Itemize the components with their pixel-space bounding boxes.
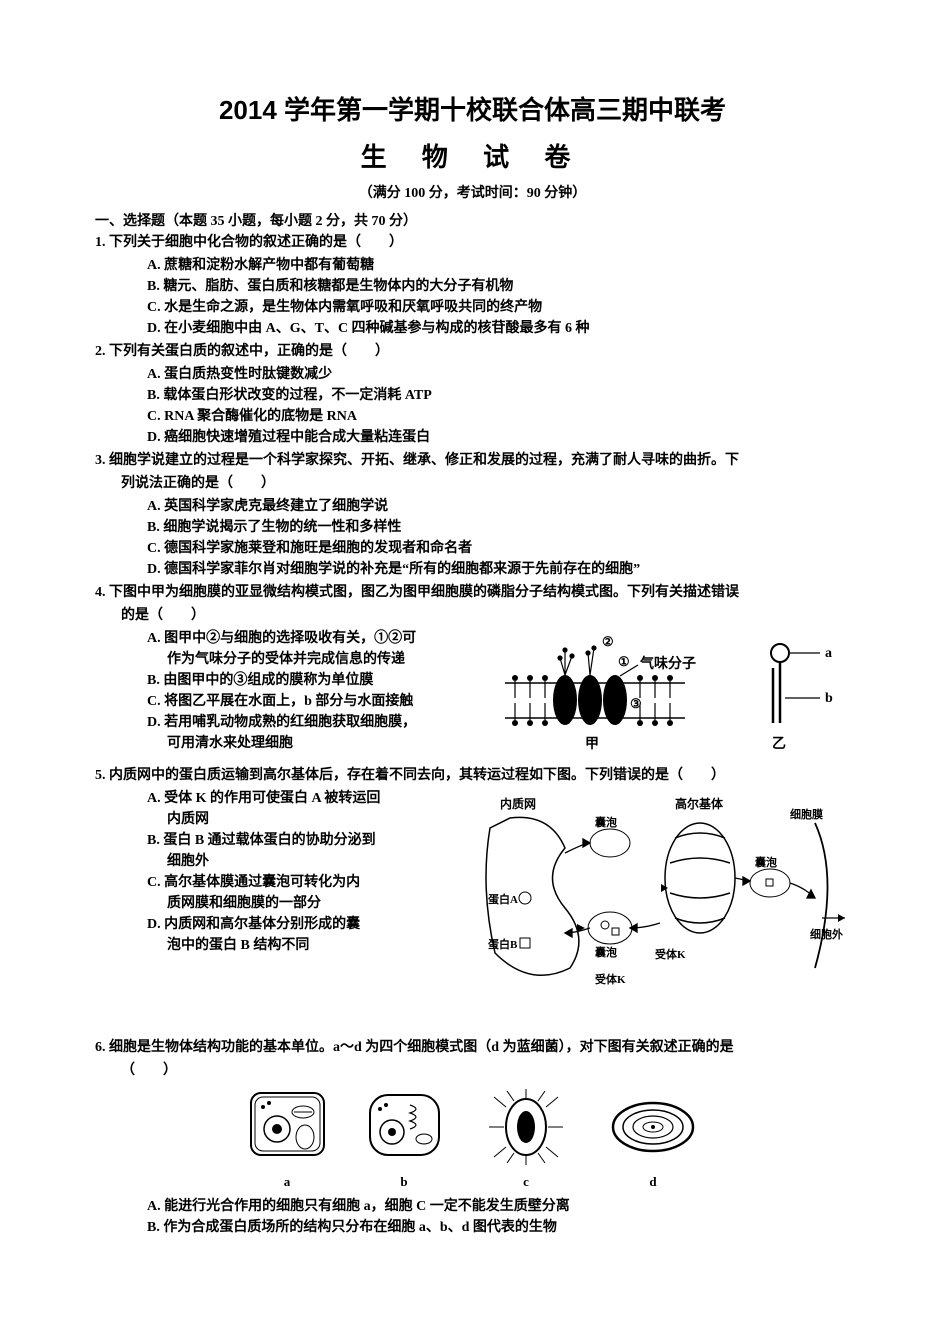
q5-stem: 5. 内质网中的蛋白质运输到高尔基体后，存在着不同去向，其转运过程如下图。下列错… <box>95 765 850 786</box>
q3-stem-1: 3. 细胞学说建立的过程是一个科学家探究、开拓、继承、修正和发展的过程，充满了耐… <box>95 450 850 471</box>
recK-label-2: 受体K <box>655 947 686 961</box>
q5-row: A. 受体 K 的作用可使蛋白 A 被转运回 内质网 B. 蛋白 B 通过载体蛋… <box>95 788 850 1013</box>
q4-C: C. 将图乙平展在水面上，b 部分与水面接触 <box>95 691 490 712</box>
protA-label: 蛋白A <box>488 892 518 906</box>
exam-page: 2014 学年第一学期十校联合体高三期中联考 生 物 试 卷 （满分 100 分… <box>0 0 945 1278</box>
section-1-head: 一、选择题（本题 35 小题，每小题 2 分，共 70 分） <box>95 210 850 230</box>
q5-B-2: 细胞外 <box>95 851 470 872</box>
membrane-diagram-icon: ② ① ③ ③ 气味分子 甲 a b <box>490 628 850 758</box>
golgi-label: 高尔基体 <box>675 796 724 811</box>
q5-C-2: 质网膜和细胞膜的一部分 <box>95 893 470 914</box>
vesicle-label-2: 囊泡 <box>594 945 617 959</box>
q1-D: D. 在小麦细胞中由 A、G、T、C 四种碱基参与构成的核苷酸最多有 6 种 <box>95 318 850 339</box>
cell-b-icon: b <box>362 1087 447 1190</box>
q1-C: C. 水是生命之源，是生物体内需氧呼吸和厌氧呼吸共同的终产物 <box>95 297 850 318</box>
q4-D-1: D. 若用哺乳动物成熟的红细胞获取细胞膜， <box>95 712 490 733</box>
q4-A-2: 作为气味分子的受体并完成信息的传递 <box>95 649 490 670</box>
q1-B: B. 糖元、脂肪、蛋白质和核糖都是生物体内的大分子有机物 <box>95 276 850 297</box>
q2-A: A. 蛋白质热变性时肽键数减少 <box>95 364 850 385</box>
q2-D: D. 癌细胞快速增殖过程中能合成大量粘连蛋白 <box>95 427 850 448</box>
protB-label: 蛋白B <box>488 937 518 951</box>
q2-B: B. 载体蛋白形状改变的过程，不一定消耗 ATP <box>95 385 850 406</box>
cell-d-label: d <box>606 1174 701 1190</box>
q3-B: B. 细胞学说揭示了生物的统一性和多样性 <box>95 517 850 538</box>
label-3b: ③ <box>630 696 642 711</box>
q4-stem-1: 4. 下图中甲为细胞膜的亚显微结构模式图，图乙为图甲细胞膜的磷脂分子结构模式图。… <box>95 582 850 603</box>
label-2: ② <box>602 634 614 649</box>
q4-row: A. 图甲中②与细胞的选择吸收有关，①②可 作为气味分子的受体并完成信息的传递 … <box>95 628 850 763</box>
q4-B: B. 由图甲中的③组成的膜称为单位膜 <box>95 670 490 691</box>
q3-A: A. 英国科学家虎克最终建立了细胞学说 <box>95 496 850 517</box>
q5-B-1: B. 蛋白 B 通过载体蛋白的协助分泌到 <box>95 830 470 851</box>
exam-meta: （满分 100 分，考试时间：90 分钟） <box>95 182 850 202</box>
a-label: a <box>825 646 832 661</box>
q5-figure: 内质网 蛋白A 蛋白B 囊泡 囊泡 受体K <box>470 788 850 1013</box>
q3-stem-2: 列说法正确的是（ ） <box>95 473 850 494</box>
page-title: 2014 学年第一学期十校联合体高三期中联考 <box>95 90 850 127</box>
q2-C: C. RNA 聚合酶催化的底物是 RNA <box>95 406 850 427</box>
q3-C: C. 德国科学家施莱登和施旺是细胞的发现者和命名者 <box>95 538 850 559</box>
q5-A-2: 内质网 <box>95 809 470 830</box>
er-label: 内质网 <box>500 796 536 811</box>
transport-diagram-icon: 内质网 蛋白A 蛋白B 囊泡 囊泡 受体K <box>470 788 850 1008</box>
outside-label: 细胞外 <box>810 927 843 941</box>
q4-text: A. 图甲中②与细胞的选择吸收有关，①②可 作为气味分子的受体并完成信息的传递 … <box>95 628 490 754</box>
q5-A-1: A. 受体 K 的作用可使蛋白 A 被转运回 <box>95 788 470 809</box>
cell-b-label: b <box>362 1174 447 1190</box>
cell-c-label: c <box>479 1174 574 1190</box>
q6-stem-1: 6. 细胞是生物体结构功能的基本单位。a～d 为四个细胞模式图（d 为蓝细菌），… <box>95 1037 850 1058</box>
q5-text: A. 受体 K 的作用可使蛋白 A 被转运回 内质网 B. 蛋白 B 通过载体蛋… <box>95 788 470 956</box>
cell-a-icon: a <box>245 1087 330 1190</box>
q6-figure: a b <box>95 1087 850 1190</box>
jia-label: 甲 <box>585 736 599 752</box>
q6-A: A. 能进行光合作用的细胞只有细胞 a，细胞 C 一定不能发生质壁分离 <box>95 1196 850 1217</box>
q4-stem-2: 的是（ ） <box>95 605 850 626</box>
recK-label-1: 受体K <box>595 972 626 986</box>
cell-c-icon: c <box>479 1087 574 1190</box>
cell-a-label: a <box>245 1174 330 1190</box>
cell-d-icon: d <box>606 1087 701 1190</box>
q5-D-1: D. 内质网和高尔基体分别形成的囊 <box>95 914 470 935</box>
label-1: ① <box>618 654 630 669</box>
yi-label: 乙 <box>772 736 786 752</box>
q5-C-1: C. 高尔基体膜通过囊泡可转化为内 <box>95 872 470 893</box>
q1-A: A. 蔗糖和淀粉水解产物中都有葡萄糖 <box>95 255 850 276</box>
odor-label: 气味分子 <box>639 655 696 672</box>
spacer <box>95 1013 850 1035</box>
vesicle-label-1: 囊泡 <box>594 815 617 829</box>
q4-figure: ② ① ③ ③ 气味分子 甲 a b <box>490 628 850 763</box>
q2-stem: 2. 下列有关蛋白质的叙述中，正确的是（ ） <box>95 341 850 362</box>
q5-D-2: 泡中的蛋白 B 结构不同 <box>95 935 470 956</box>
membrane-label: 细胞膜 <box>790 807 823 821</box>
q6-B: B. 作为合成蛋白质场所的结构只分布在细胞 a、b、d 图代表的生物 <box>95 1217 850 1238</box>
q3-D: D. 德国科学家菲尔肖对细胞学说的补充是“所有的细胞都来源于先前存在的细胞” <box>95 559 850 580</box>
q4-D-2: 可用清水来处理细胞 <box>95 733 490 754</box>
q4-A-1: A. 图甲中②与细胞的选择吸收有关，①②可 <box>95 628 490 649</box>
b-label: b <box>825 691 833 706</box>
q6-stem-2: （ ） <box>95 1060 850 1081</box>
page-subtitle: 生 物 试 卷 <box>95 137 850 174</box>
q1-stem: 1. 下列关于细胞中化合物的叙述正确的是（ ） <box>95 232 850 253</box>
vesicle-label-3: 囊泡 <box>754 855 777 869</box>
